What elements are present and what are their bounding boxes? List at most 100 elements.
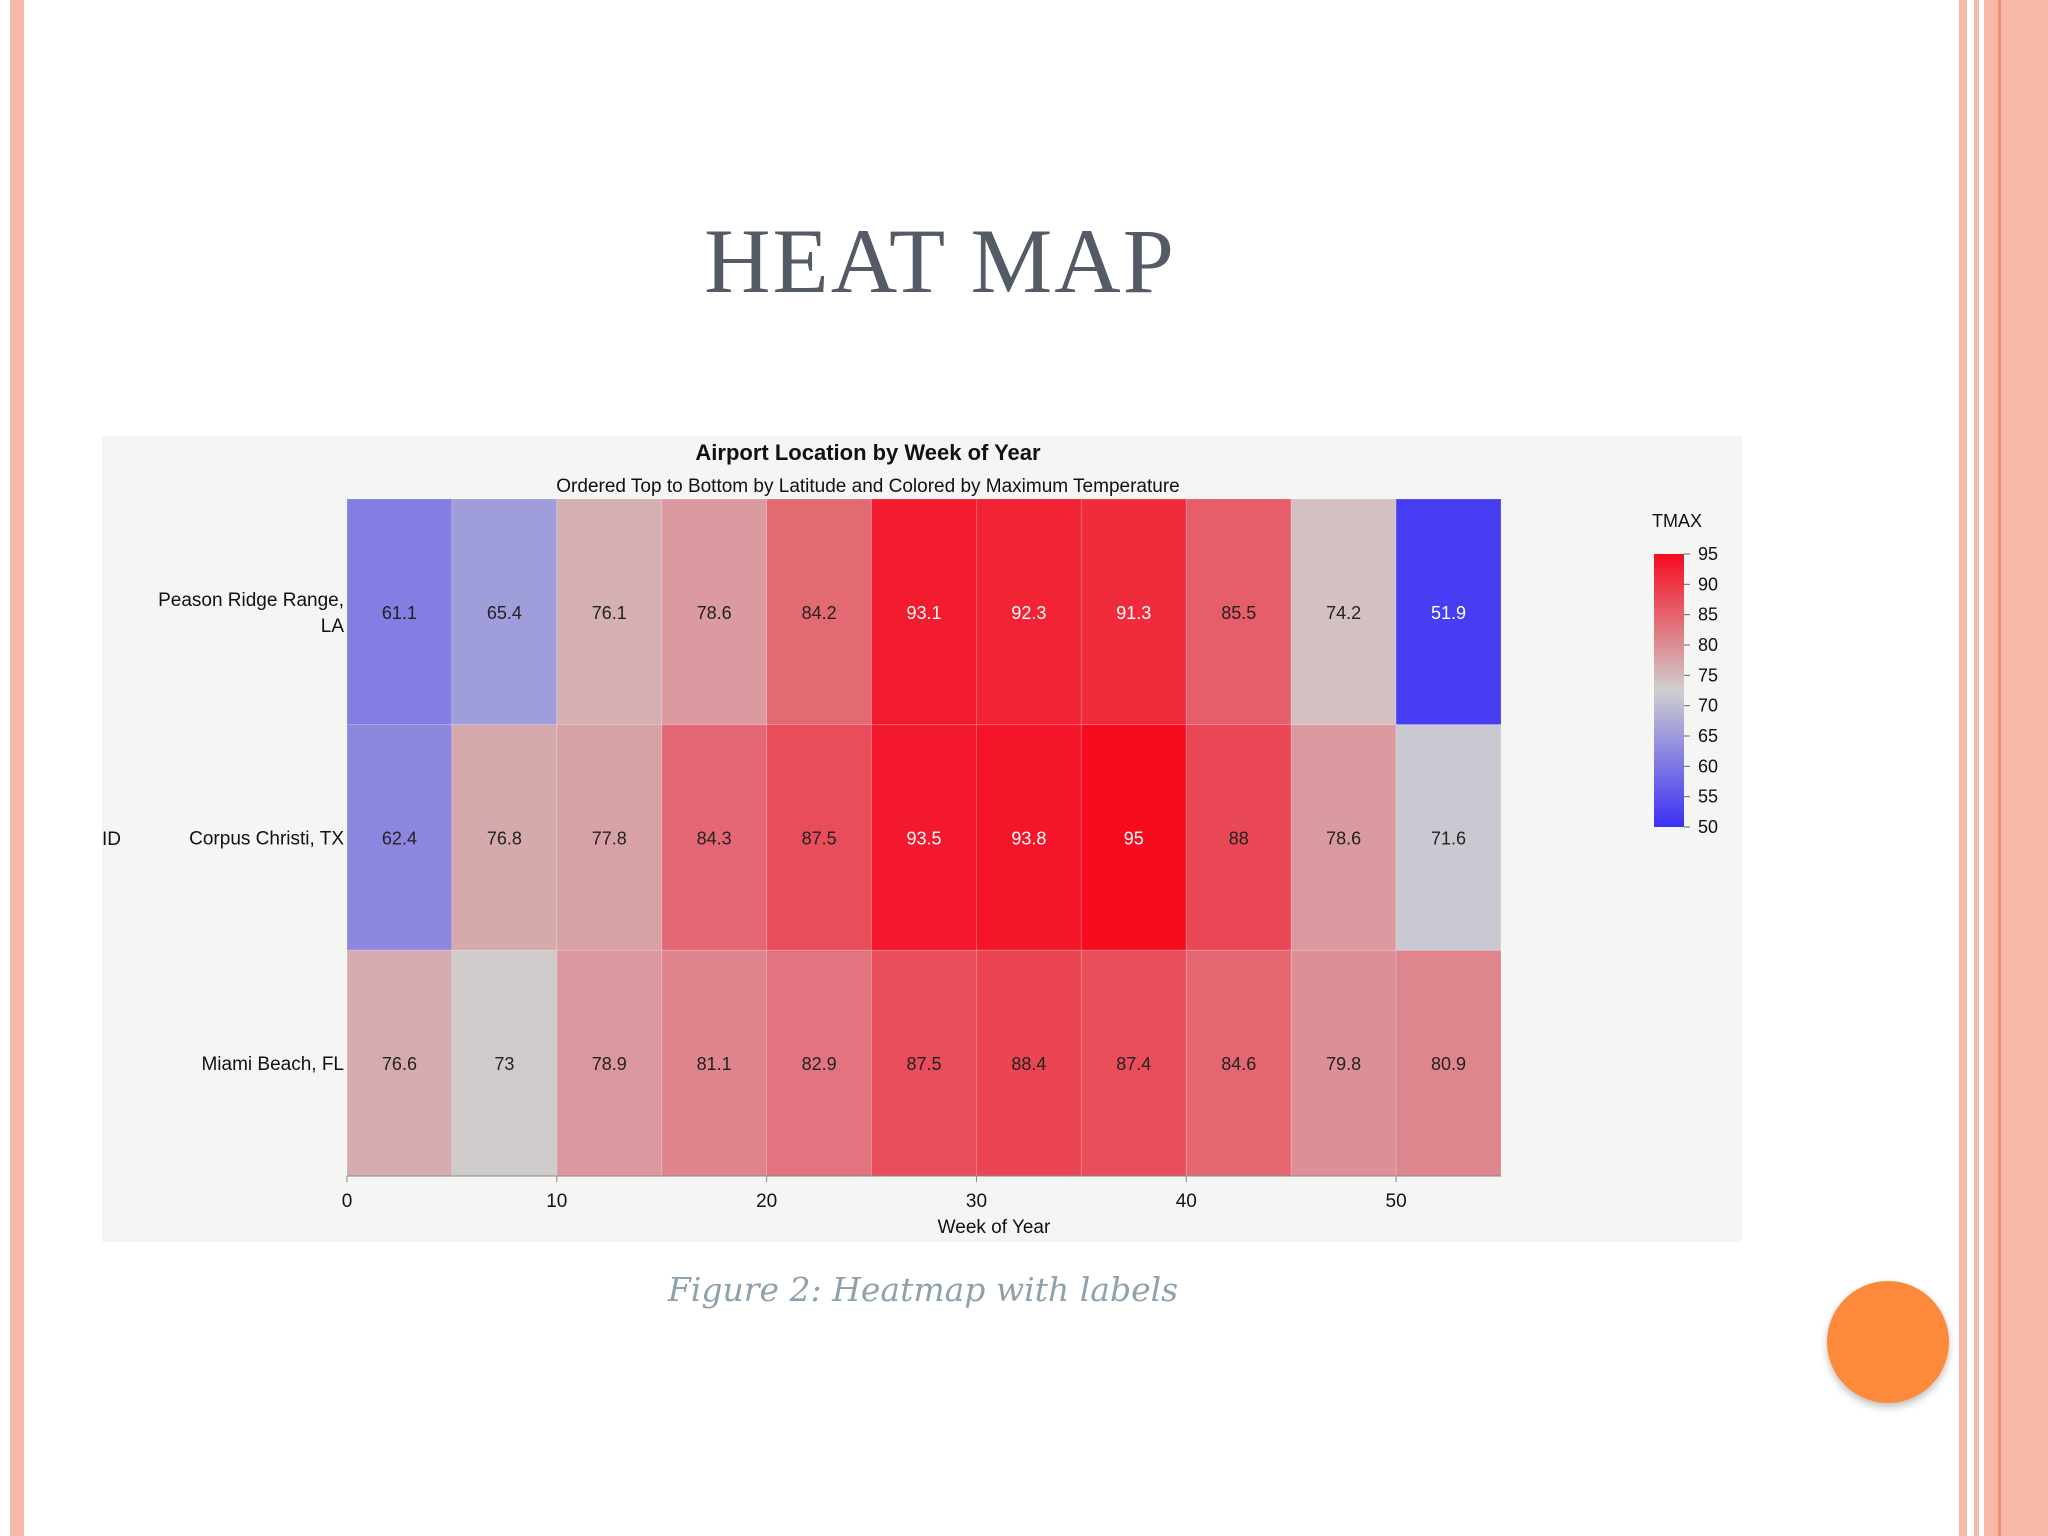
x-tick-label: 20	[756, 1191, 777, 1212]
color-legend: 95 90 85 80 75 70 65 60 55 50	[1654, 544, 1718, 837]
cell-value-label: 93.1	[906, 603, 941, 623]
cell-value-label: 91.3	[1116, 603, 1151, 623]
legend-tick-label: 65	[1698, 726, 1718, 746]
heatmap-cell	[1290, 949, 1397, 1177]
legend-tick-label: 55	[1698, 787, 1718, 807]
cell-value-label: 87.4	[1116, 1054, 1151, 1074]
accent-stripe-right-3	[1984, 0, 1998, 1536]
row-label: LA	[321, 616, 345, 637]
heatmap-cell	[1290, 724, 1397, 951]
accent-stripe-right-5	[2001, 0, 2048, 1536]
cell-value-label: 76.6	[382, 1054, 417, 1074]
y-axis-label: ID	[102, 829, 121, 850]
chart-subtitle: Ordered Top to Bottom by Latitude and Co…	[556, 476, 1179, 497]
cell-value-label: 95	[1124, 829, 1144, 849]
x-tick-label: 10	[546, 1191, 567, 1212]
heatmap-cell	[975, 498, 1082, 726]
heatmap-cell	[661, 949, 768, 1177]
heatmap-cell	[1080, 949, 1187, 1177]
heatmap-cell	[1080, 498, 1187, 726]
cell-value-label: 79.8	[1326, 1054, 1361, 1074]
cell-value-label: 61.1	[382, 603, 417, 623]
cell-value-label: 78.6	[697, 603, 732, 623]
heatmap-cell	[871, 498, 977, 726]
accent-stripe-left	[10, 0, 24, 1536]
heatmap-cell	[1185, 949, 1292, 1177]
accent-stripe-right-2	[1974, 0, 1979, 1536]
legend-tick-label: 90	[1698, 574, 1718, 594]
heatmap-cell	[661, 724, 768, 951]
accent-stripe-right-4	[1998, 0, 2001, 1536]
row-labels: Peason Ridge Range, LA Corpus Christi, TX M…	[158, 590, 344, 1075]
cell-value-label: 84.2	[802, 603, 837, 623]
x-tick-label: 30	[966, 1191, 987, 1212]
heatmap-chart: Airport Location by Week of Year Ordered…	[102, 436, 1742, 1242]
cell-value-label: 51.9	[1431, 603, 1466, 623]
heatmap-cell	[346, 498, 453, 726]
legend-tick-label: 50	[1698, 817, 1718, 837]
x-tick-label: 0	[342, 1191, 353, 1212]
heatmap-cell	[871, 724, 977, 951]
row-label: Peason Ridge Range,	[158, 590, 344, 611]
heatmap-cell	[451, 724, 558, 951]
cell-value-label: 84.3	[697, 829, 732, 849]
legend-tick-label: 85	[1698, 605, 1718, 625]
heatmap-cell	[1395, 949, 1502, 1177]
legend-tick-label: 70	[1698, 696, 1718, 716]
cell-value-label: 76.1	[592, 603, 627, 623]
x-tick-label: 40	[1176, 1191, 1197, 1212]
cell-value-label: 78.9	[592, 1054, 627, 1074]
cell-value-label: 80.9	[1431, 1054, 1466, 1074]
accent-stripe-right-1	[1959, 0, 1967, 1536]
heatmap-cell	[766, 724, 873, 951]
row-label: Corpus Christi, TX	[189, 829, 344, 850]
heatmap-cell	[975, 724, 1082, 951]
chart-title: Airport Location by Week of Year	[695, 440, 1041, 465]
cell-value-label: 93.8	[1011, 829, 1046, 849]
legend-tick-label: 75	[1698, 665, 1718, 685]
cell-value-label: 88	[1229, 829, 1249, 849]
row-label: Miami Beach, FL	[201, 1054, 344, 1075]
legend-tick-label: 80	[1698, 635, 1718, 655]
cell-value-label: 74.2	[1326, 603, 1361, 623]
cell-value-label: 88.4	[1011, 1054, 1046, 1074]
next-slide-button[interactable]	[1827, 1281, 1949, 1403]
heatmap-cell	[556, 724, 663, 951]
cell-value-label: 84.6	[1221, 1054, 1256, 1074]
cell-value-label: 92.3	[1011, 603, 1046, 623]
cell-value-label: 81.1	[697, 1054, 732, 1074]
heatmap-cell	[1395, 498, 1502, 726]
x-tick-label: 50	[1386, 1191, 1407, 1212]
legend-tick-label: 95	[1698, 544, 1718, 564]
heatmap-cell	[766, 498, 873, 726]
heatmap-cells: 61.1 65.4 76.1 78.6 84.2 93.1 92.3 91.3 85.5 74.2…	[346, 498, 1502, 1177]
cell-value-label: 85.5	[1221, 603, 1256, 623]
cell-value-label: 71.6	[1431, 829, 1466, 849]
slide-title: HEAT MAP	[704, 210, 1176, 312]
heatmap-cell	[1395, 724, 1502, 951]
legend-gradient-bar	[1654, 554, 1684, 827]
cell-value-label: 87.5	[802, 829, 837, 849]
figure-caption: Figure 2: Heatmap with labels	[667, 1270, 1179, 1309]
heatmap-cell	[451, 949, 558, 1177]
heatmap-cell	[556, 498, 663, 726]
heatmap-svg: Airport Location by Week of Year Ordered…	[102, 440, 1718, 1238]
heatmap-cell	[975, 949, 1082, 1177]
cell-value-label: 62.4	[382, 829, 417, 849]
cell-value-label: 78.6	[1326, 829, 1361, 849]
heatmap-cell	[766, 949, 873, 1177]
cell-value-label: 87.5	[906, 1054, 941, 1074]
x-axis: 0 10 20 30 40 50	[342, 1175, 1501, 1212]
cell-value-label: 82.9	[802, 1054, 837, 1074]
cell-value-label: 73	[494, 1054, 514, 1074]
cell-value-label: 65.4	[487, 603, 522, 623]
heatmap-cell	[451, 498, 558, 726]
heatmap-cell	[661, 498, 768, 726]
legend-title: TMAX	[1652, 511, 1702, 531]
cell-value-label: 93.5	[906, 829, 941, 849]
heatmap-cell	[346, 949, 453, 1177]
heatmap-cell	[346, 724, 453, 951]
heatmap-cell	[1185, 498, 1292, 726]
legend-tick-label: 60	[1698, 756, 1718, 776]
heatmap-cell	[1185, 724, 1292, 951]
